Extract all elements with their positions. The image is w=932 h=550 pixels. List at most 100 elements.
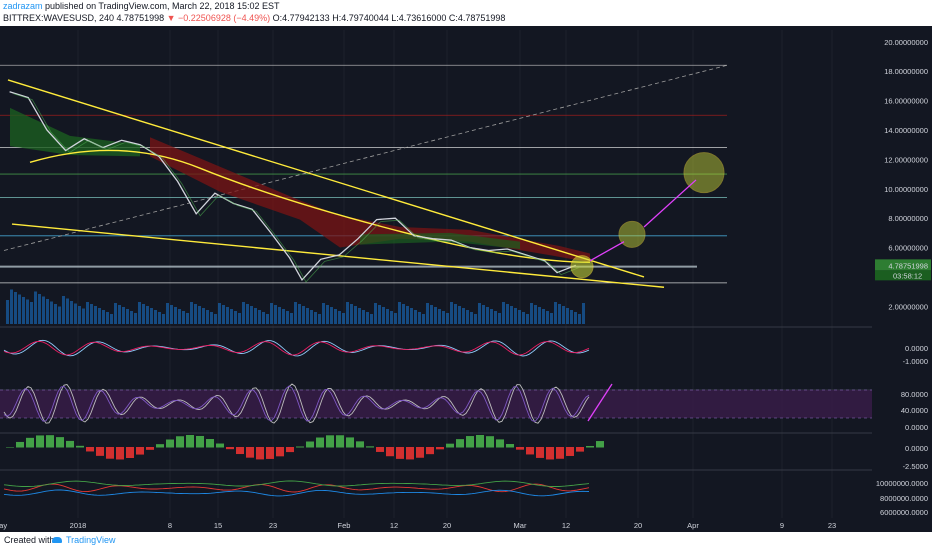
chart-canvas[interactable]: 20.00000000 18.00000000 16.00000000 14.0000… bbox=[0, 26, 932, 532]
volume-bar bbox=[54, 304, 57, 324]
price-axis-label: 8.00000000 bbox=[888, 214, 928, 223]
volume-bar bbox=[466, 310, 469, 324]
volume-bar bbox=[550, 313, 553, 324]
oscillator-bar bbox=[136, 447, 144, 455]
volume-bar bbox=[310, 310, 313, 324]
indicator-line-red bbox=[3, 483, 590, 493]
oscillator-bar bbox=[466, 436, 474, 448]
volume-bar bbox=[458, 306, 461, 324]
volume-bar bbox=[462, 308, 465, 324]
oscillator-bar bbox=[66, 440, 74, 448]
volume-bar bbox=[334, 309, 337, 324]
volume-bar bbox=[474, 314, 477, 324]
oscillator-bar bbox=[396, 447, 404, 459]
volume-bar bbox=[278, 307, 281, 324]
time-axis-label: 9 bbox=[780, 521, 784, 530]
oscillator-bar bbox=[496, 439, 504, 448]
volume-bar bbox=[102, 310, 105, 324]
oscillator-axis-label: 0.0000 bbox=[905, 444, 928, 453]
price-line bbox=[9, 91, 577, 282]
volume-bar bbox=[46, 299, 49, 324]
volume-bar bbox=[106, 312, 109, 324]
oscillator-axis-label: 6000000.0000 bbox=[880, 508, 928, 517]
bull-arrow bbox=[589, 241, 625, 262]
volume-bar bbox=[566, 308, 569, 324]
oscillator-bar bbox=[486, 436, 494, 448]
oscillator-axis-label: 0.0000 bbox=[905, 344, 928, 353]
volume-bar bbox=[238, 313, 241, 324]
volume-bar bbox=[78, 306, 81, 324]
time-axis-label: 23 bbox=[828, 521, 836, 530]
oscillator-bar bbox=[306, 441, 314, 448]
volume-bar bbox=[450, 302, 453, 324]
oscillator-bar bbox=[546, 447, 554, 460]
oscillator-bar bbox=[456, 439, 464, 448]
volume-bar bbox=[206, 310, 209, 324]
volume-bar bbox=[226, 307, 229, 324]
volume-bar bbox=[114, 303, 117, 324]
oscillator-bar bbox=[416, 447, 424, 458]
volume-bar bbox=[530, 303, 533, 324]
price-axis-label: 12.00000000 bbox=[884, 155, 928, 164]
footer: Created with TradingView bbox=[0, 532, 932, 550]
volume-bar bbox=[390, 311, 393, 324]
ichimoku-cloud-green bbox=[10, 107, 140, 157]
oscillator-bar bbox=[356, 441, 364, 448]
volume-bar bbox=[90, 304, 93, 324]
volume-bar bbox=[358, 308, 361, 324]
volume-bar bbox=[42, 296, 45, 324]
volume-bar bbox=[394, 313, 397, 324]
volume-bar bbox=[438, 309, 441, 324]
oscillator-bar bbox=[366, 446, 374, 448]
time-axis-label: Mar bbox=[514, 521, 527, 530]
oscillator-axis-label: 10000000.0000 bbox=[876, 479, 928, 488]
moving-average-line bbox=[29, 149, 591, 263]
volume-bar bbox=[454, 304, 457, 324]
volume-bar bbox=[350, 304, 353, 324]
volume-bar bbox=[182, 311, 185, 324]
volume-bar bbox=[14, 292, 17, 324]
oscillator-bar bbox=[176, 436, 184, 448]
volume-bar bbox=[298, 304, 301, 324]
published-text: published on TradingView.com, March 22, … bbox=[45, 1, 280, 11]
author-link[interactable]: zadrazam bbox=[3, 1, 43, 11]
tradingview-link[interactable]: TradingView bbox=[66, 535, 116, 545]
volume-bar bbox=[210, 312, 213, 324]
oscillator-bar bbox=[26, 437, 34, 448]
volume-bar bbox=[534, 305, 537, 324]
symbol-label: BITTREX:WAVESUSD, 240 bbox=[3, 13, 115, 23]
ohlc-high: H:4.79740044 bbox=[332, 13, 389, 23]
volume-bar bbox=[266, 314, 269, 324]
volume-bar bbox=[294, 302, 297, 324]
volume-bar bbox=[478, 303, 481, 324]
volume-bar bbox=[330, 307, 333, 324]
volume-bar bbox=[82, 308, 85, 324]
oscillator-axis-label: 80.0000 bbox=[901, 390, 928, 399]
signal-line bbox=[3, 340, 590, 356]
volume-bar bbox=[282, 309, 285, 324]
symbol-line: BITTREX:WAVESUSD, 240 4.78751998 ▼ −0.22… bbox=[3, 13, 505, 23]
volume-bar bbox=[146, 306, 149, 324]
volume-bar bbox=[178, 309, 181, 324]
volume-bar bbox=[318, 314, 321, 324]
volume-bar bbox=[22, 297, 25, 324]
oscillator-bar bbox=[516, 447, 524, 450]
volume-bar bbox=[50, 301, 53, 324]
oscillator-bar bbox=[156, 444, 164, 448]
volume-bar bbox=[258, 310, 261, 324]
volume-bar bbox=[30, 302, 33, 324]
price-axis-label: 10.00000000 bbox=[884, 185, 928, 194]
oscillator-bar bbox=[216, 443, 224, 448]
oscillator-bar bbox=[116, 447, 124, 460]
volume-bar bbox=[322, 303, 325, 324]
volume-bar bbox=[118, 305, 121, 324]
volume-bar bbox=[574, 312, 577, 324]
time-axis-label: May bbox=[0, 521, 7, 530]
volume-bar bbox=[386, 309, 389, 324]
oscillator-bar bbox=[596, 441, 604, 448]
volume-bar bbox=[110, 314, 113, 324]
oscillator-axis-label: 8000000.0000 bbox=[880, 494, 928, 503]
volume-bar bbox=[302, 306, 305, 324]
oscillator-bar bbox=[326, 435, 334, 448]
oscillator-bar bbox=[236, 447, 244, 455]
